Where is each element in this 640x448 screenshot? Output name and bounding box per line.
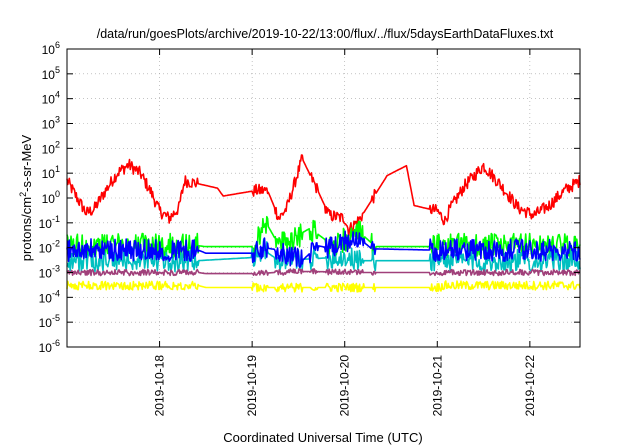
series-line (66, 268, 581, 277)
series-layer (66, 154, 581, 293)
series-line (66, 280, 581, 293)
x-tick-label: 2019-10-18 (153, 355, 167, 417)
x-axis: 2019-10-18 2019-10-19 2019-10-20 2019-10-21… (153, 49, 537, 416)
y-axis-label-main: protons/cm (19, 197, 34, 261)
y-tick-label: 10-6 (39, 338, 60, 355)
series-line (66, 230, 581, 268)
y-tick-label: 10-5 (39, 313, 60, 330)
x-axis-label: Coordinated Universal Time (UTC) (223, 430, 422, 445)
x-tick-label: 2019-10-19 (245, 355, 259, 417)
y-tick-label: 104 (42, 90, 60, 107)
chart-title: /data/run/goesPlots/archive/2019-10-22/1… (97, 27, 554, 41)
series-line (66, 238, 581, 273)
y-tick-label: 103 (42, 115, 60, 132)
series-line (66, 154, 581, 237)
y-axis-label: protons/cm2-s-sr-MeV (18, 134, 34, 261)
y-tick-label: 106 (42, 40, 60, 57)
y-tick-label: 101 (42, 164, 60, 181)
y-tick-label: 10-1 (39, 214, 60, 231)
y-tick-label: 10-2 (39, 239, 60, 256)
y-tick-label: 10-3 (39, 264, 60, 281)
y-tick-label: 105 (42, 65, 60, 82)
y-tick-label: 102 (42, 139, 60, 156)
x-tick-label: 2019-10-21 (430, 355, 444, 417)
y-axis-label-exponent: 2 (18, 192, 28, 197)
x-tick-label: 2019-10-22 (523, 355, 537, 417)
y-axis: 10-6 10-5 10-4 10-3 10-2 10-1 100 101 102 103 104 1… (39, 40, 580, 355)
x-tick-label: 2019-10-20 (338, 355, 352, 417)
y-tick-label: 10-4 (39, 288, 60, 305)
y-tick-label: 100 (42, 189, 60, 206)
y-axis-label-rest: -s-sr-MeV (19, 134, 34, 191)
